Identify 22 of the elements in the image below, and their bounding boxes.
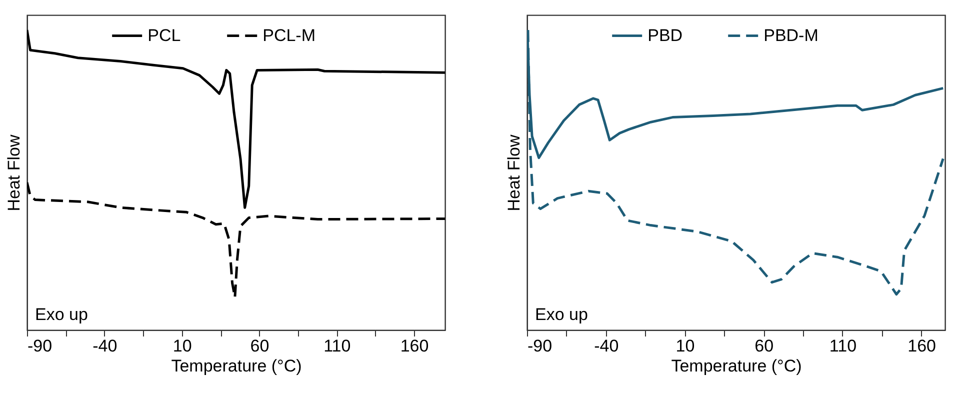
legend-label: PBD (648, 26, 683, 45)
x-tick-label: 110 (829, 336, 857, 356)
x-tick-label: 110 (324, 336, 351, 356)
legend-label: PCL-M (262, 26, 316, 45)
x-tick-label: 60 (754, 336, 774, 356)
x-tick-label: -40 (92, 336, 118, 356)
x-tick-label: 10 (676, 336, 695, 356)
x-tick-label: 160 (400, 336, 429, 356)
annotation: Exo up (535, 305, 588, 324)
legend-label: PCL (148, 26, 181, 45)
x-tick-label: 10 (172, 336, 192, 356)
annotation: Exo up (35, 305, 88, 324)
x-tick-label: -90 (28, 336, 52, 356)
x-axis-title: Temperature (°C) (671, 356, 802, 376)
legend-label: PBD-M (764, 26, 818, 45)
x-tick-label: 160 (908, 336, 936, 356)
y-axis-title: Heat Flow (504, 134, 524, 212)
x-tick-label: -40 (594, 336, 619, 356)
x-tick-label: 60 (250, 336, 270, 356)
x-tick-label: -90 (528, 336, 552, 356)
y-axis-title: Heat Flow (4, 134, 24, 212)
x-axis-title: Temperature (°C) (171, 356, 302, 376)
